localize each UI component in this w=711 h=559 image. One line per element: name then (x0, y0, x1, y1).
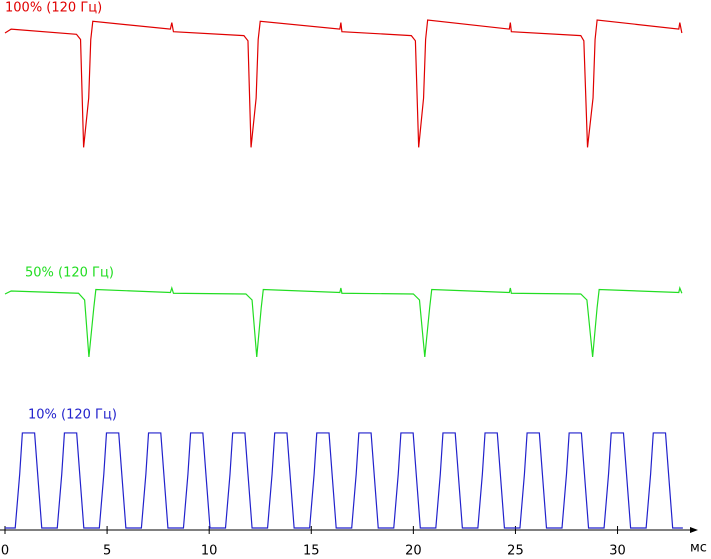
series-label: 100% (120 Гц) (5, 1, 102, 16)
x-tick-label: 0 (1, 544, 9, 559)
trace (5, 432, 683, 529)
axis-arrow (690, 527, 698, 533)
x-tick-label: 20 (405, 544, 422, 559)
x-tick-label: 30 (609, 544, 626, 559)
x-axis-label: мс (690, 541, 707, 556)
x-tick-label: 25 (507, 544, 524, 559)
series-label: 10% (120 Гц) (28, 408, 117, 423)
x-tick-label: 5 (103, 544, 111, 559)
trace (4, 285, 683, 358)
trace (4, 19, 683, 148)
x-tick-label: 15 (303, 544, 320, 559)
x-tick-label: 10 (201, 544, 218, 559)
series-label: 50% (120 Гц) (25, 266, 114, 281)
